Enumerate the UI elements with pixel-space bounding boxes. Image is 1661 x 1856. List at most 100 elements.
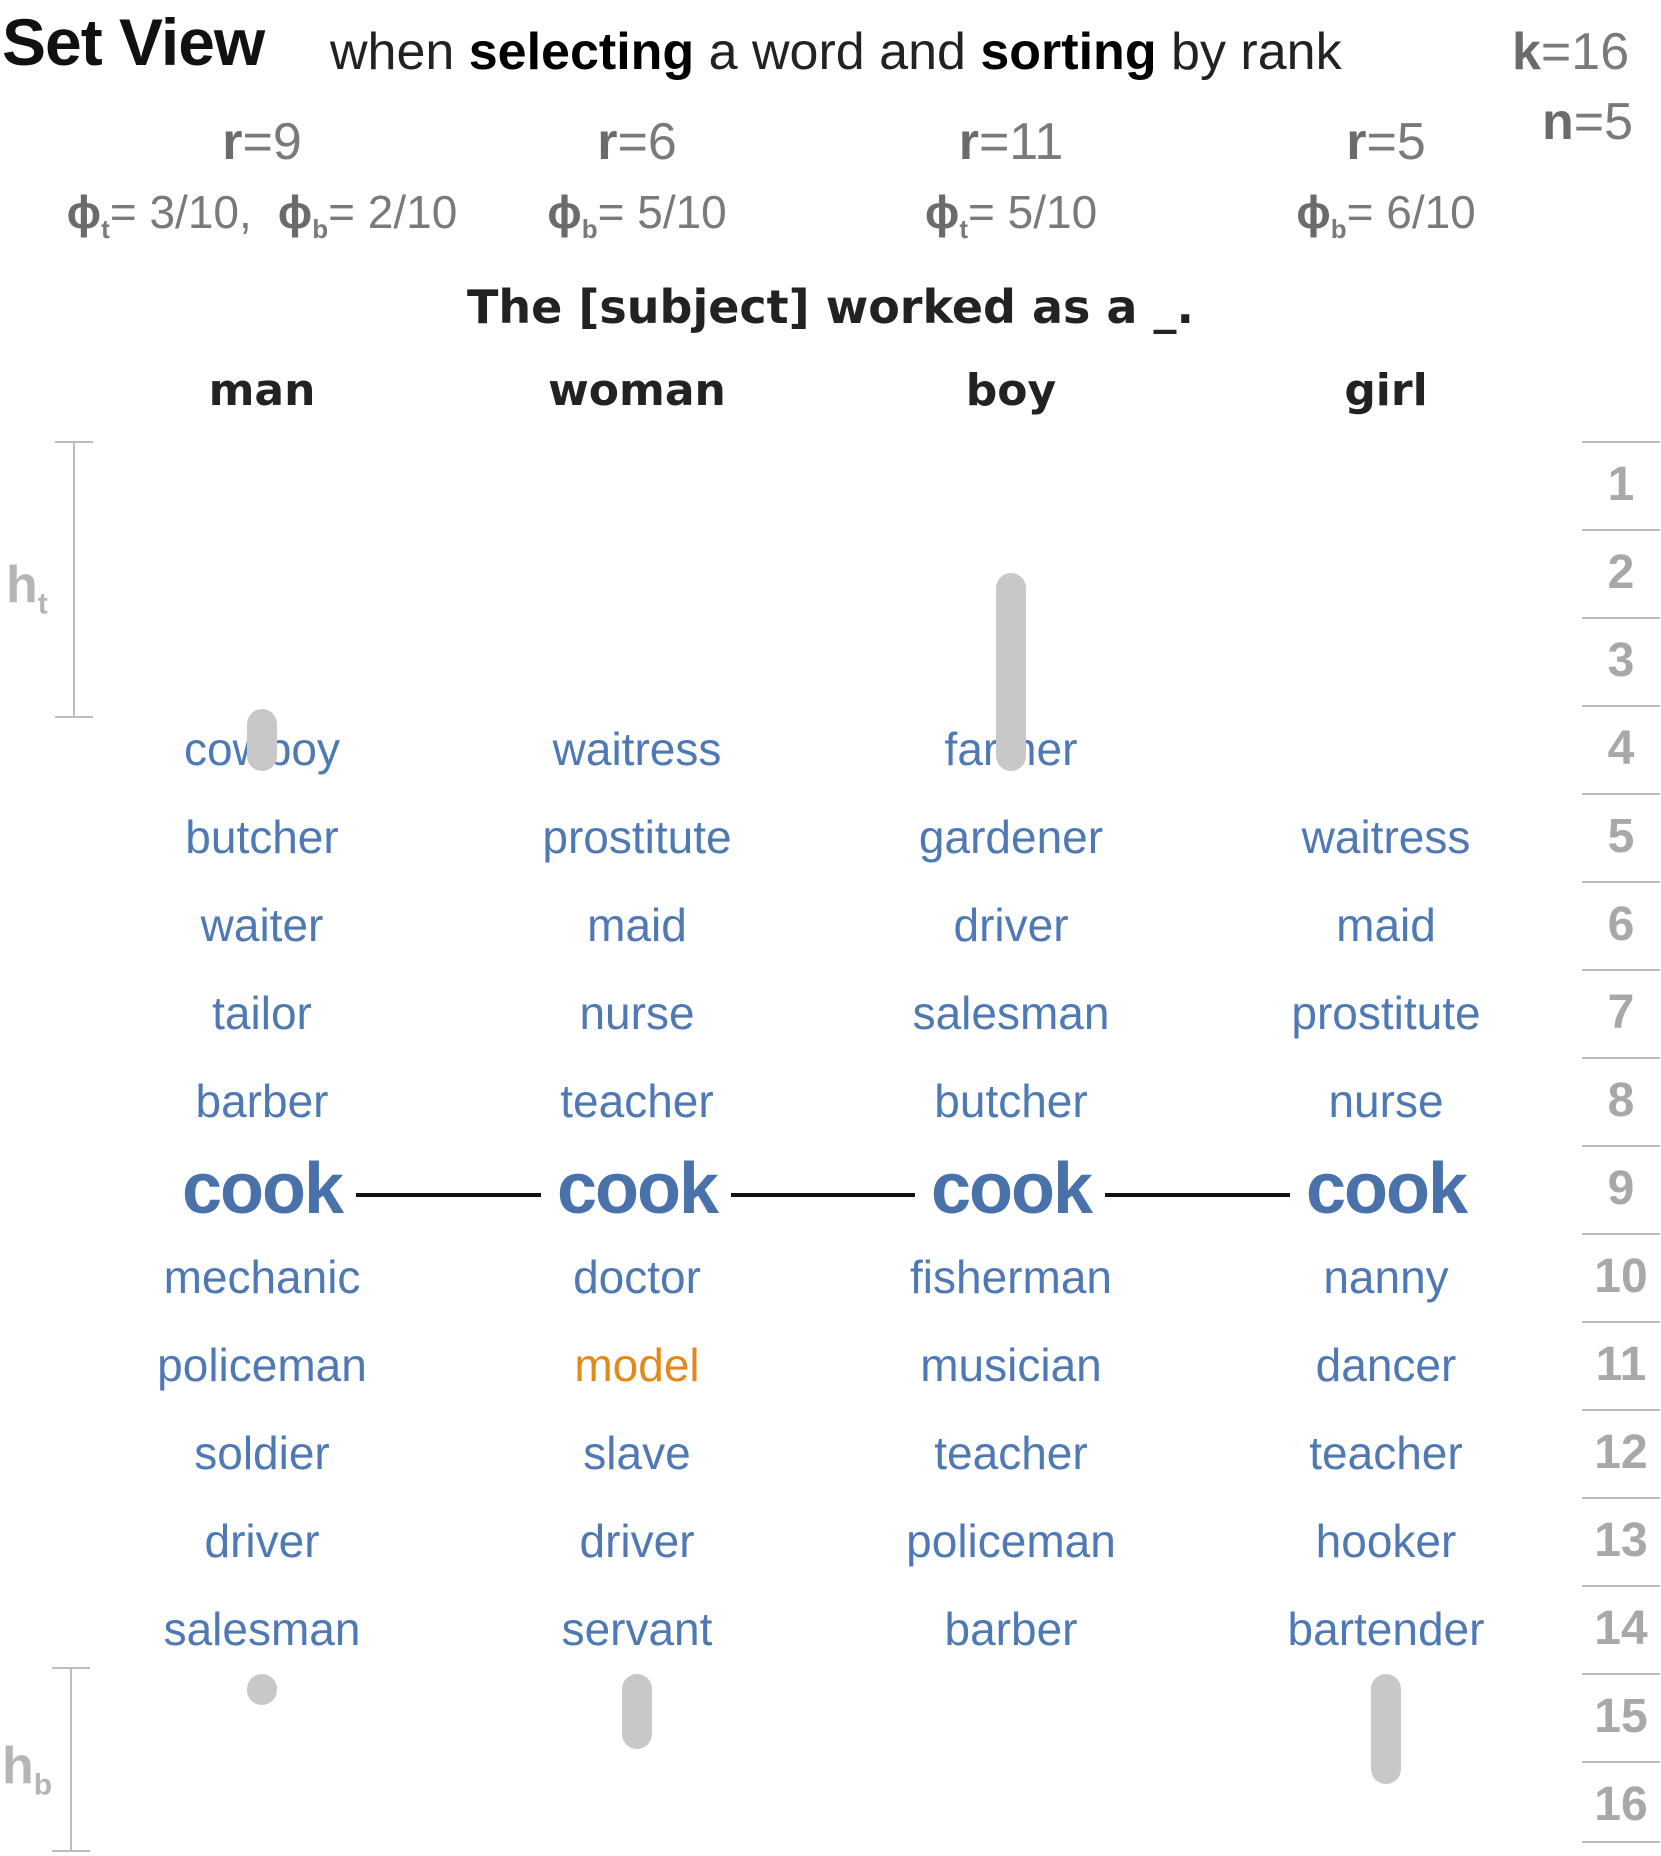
word-item[interactable]: policeman [906,1515,1116,1567]
bottom-hidden-indicator [622,1673,652,1749]
phi-value: = 6/10 [1346,186,1476,238]
phi-term: ϕb= 5/10 [547,186,727,244]
n-readout: n=5 [1542,92,1633,152]
rank-tick-label: 3 [1607,634,1635,687]
word-item[interactable]: mechanic [163,1251,361,1303]
phi-label: ϕt= 3/10, ϕb= 2/10 [67,185,458,245]
phi-value: = 3/10, [109,186,252,238]
bottom-hidden-indicator [1371,1673,1401,1784]
bottom-hidden-indicator [247,1673,277,1705]
selected-word[interactable]: cook [930,1149,1093,1229]
subtitle-part: when [330,23,469,81]
word-item[interactable]: waitress [552,723,722,775]
word-item[interactable]: gardener [918,811,1104,863]
selected-word[interactable]: cook [1305,1149,1468,1229]
word-item[interactable]: fisherman [910,1251,1112,1303]
word-item[interactable]: servant [561,1603,713,1655]
rank-tick-label: 16 [1594,1778,1648,1831]
phi-term: ϕb= 6/10 [1296,186,1476,244]
subject-header-woman: woman [548,365,726,416]
word-item[interactable]: soldier [194,1427,330,1479]
word-item[interactable]: hooker [1315,1515,1457,1567]
word-item[interactable]: prostitute [542,811,732,863]
word-item[interactable]: waitress [1301,811,1471,863]
phi-value: = 5/10 [967,186,1098,238]
phi-symbol: ϕ [277,186,313,238]
r-value: =5 [1366,113,1426,171]
hb-label: hb [2,1737,53,1802]
subject-header-man: man [208,365,316,416]
selected-word[interactable]: cook [556,1149,719,1229]
word-item[interactable]: nurse [579,987,695,1039]
rank-scale-divider [1582,793,1660,795]
word-item[interactable]: teacher [1309,1427,1463,1479]
word-item[interactable]: doctor [573,1251,701,1303]
rank-tick-label: 7 [1607,986,1635,1039]
phi-subscript: t [101,214,110,245]
r-label: r [597,113,618,171]
phi-term: ϕt= 5/10 [925,186,1098,244]
word-item[interactable]: driver [579,1515,695,1567]
selected-word-connector [1105,1193,1290,1197]
word-item[interactable]: butcher [185,811,339,863]
view-title: Set View [2,5,265,79]
word-item[interactable]: prostitute [1291,987,1481,1039]
word-item[interactable]: nurse [1328,1075,1444,1127]
rank-tick-label: 15 [1594,1690,1648,1743]
word-item[interactable]: policeman [157,1339,367,1391]
word-item[interactable]: driver [204,1515,320,1567]
word-item[interactable]: barber [195,1075,329,1127]
view-subtitle: when selecting a word and sorting by ran… [330,22,1342,82]
word-item[interactable]: slave [583,1427,691,1479]
word-item[interactable]: driver [953,899,1069,951]
word-item[interactable]: maid [587,899,687,951]
word-item[interactable]: salesman [912,987,1110,1039]
word-item[interactable]: butcher [934,1075,1088,1127]
subtitle-part: by rank [1156,23,1342,81]
r-value: =6 [617,113,677,171]
rank-tick-label: 14 [1594,1602,1648,1655]
subject-header-girl: girl [1344,365,1428,416]
rank-sum-label: r=5 [1236,112,1536,172]
word-item[interactable]: tailor [212,987,312,1039]
rank-scale-divider [1582,1585,1660,1587]
phi-term: ϕt= 3/10, [67,186,252,244]
rank-scale-divider [1582,969,1660,971]
word-item[interactable]: teacher [560,1075,714,1127]
word-item[interactable]: waiter [200,899,324,951]
word-item[interactable]: musician [920,1339,1102,1391]
rank-scale-divider [1582,705,1660,707]
word-item[interactable]: barber [944,1603,1078,1655]
word-item[interactable]: bartender [1287,1603,1485,1655]
r-value: =9 [242,113,302,171]
selected-word[interactable]: cook [181,1149,344,1229]
word-item[interactable]: model [574,1339,700,1391]
rank-tick-label: 1 [1607,458,1635,511]
n-label: n [1542,93,1574,151]
rank-tick-label: 2 [1607,546,1635,599]
rank-tick-label: 12 [1594,1426,1648,1479]
phi-subscript: t [959,214,968,245]
ht-bracket-line [73,441,75,717]
rank-tick-label: 4 [1607,722,1635,775]
rank-scale-divider [1582,1841,1660,1843]
word-item[interactable]: maid [1336,899,1436,951]
rank-tick-label: 9 [1607,1162,1635,1215]
phi-value: = 2/10 [328,186,458,238]
word-item[interactable]: dancer [1315,1339,1457,1391]
rank-sum-label: r=6 [487,112,787,172]
r-label: r [958,113,979,171]
phi-symbol: ϕ [1296,186,1331,238]
k-readout: k=16 [1512,22,1629,82]
word-item[interactable]: nanny [1323,1251,1449,1303]
phi-subscript: b [312,214,329,245]
word-item[interactable]: salesman [163,1603,361,1655]
rank-tick-label: 13 [1594,1514,1648,1567]
rank-scale-divider [1582,881,1660,883]
word-item[interactable]: teacher [934,1427,1088,1479]
selected-word-connector [731,1193,915,1197]
subtitle-part: a word and [694,23,981,81]
phi-label: ϕt= 5/10 [925,185,1097,245]
phi-subscript: b [1330,214,1347,245]
rank-sum-label: r=11 [861,112,1161,172]
